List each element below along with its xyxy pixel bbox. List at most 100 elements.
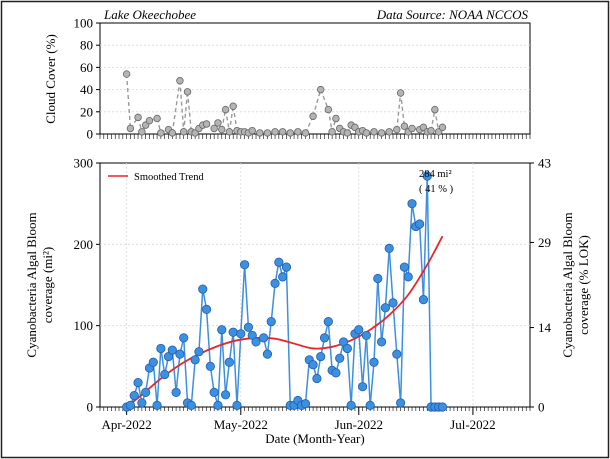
peak-annotation-area: 284 mi²	[419, 169, 452, 180]
cloud-point	[126, 124, 135, 133]
cloud-point	[408, 124, 416, 133]
bloom-series-segment	[361, 335, 368, 387]
bloom-panel: 0 100 200 300 0 14 29 43 Apr-2022 May-2022 Jun-2…	[24, 156, 591, 447]
cloud-point	[138, 128, 146, 136]
cloud-point	[431, 105, 439, 114]
bloom-y2-tick-label: 14	[538, 320, 552, 335]
bloom-x-ticks: Apr-2022 May-2022 Jun-2022 Jul-2022	[99, 407, 531, 432]
data-source-label: Data Source: NOAA NCCOS	[376, 7, 529, 22]
bloom-point	[418, 295, 429, 305]
bloom-series-segment	[426, 176, 432, 408]
cloud-y-tick-label: 20	[80, 104, 93, 119]
bloom-point	[160, 369, 170, 380]
bloom-point	[141, 387, 151, 397]
cloud-series-segment	[399, 92, 406, 127]
bloom-y2-axis-label-line1: Cyanobacteria Algal Bloom	[560, 212, 575, 357]
bloom-point	[213, 400, 223, 410]
bloom-point	[270, 278, 280, 288]
bloom-series-segment	[407, 203, 413, 277]
cloud-grid	[100, 44, 530, 113]
cloud-point	[400, 122, 409, 130]
bloom-series-segment	[221, 329, 227, 395]
cloud-point	[229, 102, 237, 110]
bloom-series-segment	[198, 289, 204, 352]
bloom-series-segment	[190, 359, 196, 406]
bloom-point	[240, 260, 250, 270]
bloom-point	[346, 400, 356, 410]
cloud-point	[263, 129, 272, 137]
cloud-series-segment	[125, 74, 132, 129]
bloom-series-segment	[156, 348, 162, 406]
bloom-point	[152, 400, 162, 410]
cloud-data-points	[122, 70, 447, 137]
cloud-series-segment	[396, 92, 402, 130]
bloom-point	[156, 343, 166, 354]
bloom-point	[232, 400, 242, 410]
bloom-series-segment	[182, 337, 189, 403]
cloud-x-minor-ticks	[99, 134, 531, 139]
bloom-series-segment	[418, 223, 425, 300]
bloom-point	[300, 399, 311, 409]
cloud-y-tick-label: 40	[80, 82, 93, 97]
bloom-point	[369, 357, 379, 367]
cloud-point	[248, 126, 256, 135]
bloom-series-segment	[373, 278, 379, 363]
bloom-x-axis-label: Date (Month-Year)	[265, 431, 364, 446]
bloom-point	[228, 327, 238, 337]
cloud-point	[134, 113, 142, 122]
cloud-point	[328, 128, 336, 136]
bloom-point	[403, 272, 413, 282]
cloud-point	[153, 114, 161, 123]
bloom-point	[201, 304, 212, 314]
bloom-y2-axis-label-group: Cyanobacteria Algal Bloom coverage (% LO…	[560, 212, 591, 357]
bloom-x-tick-label: Jul-2022	[450, 417, 496, 432]
bloom-point	[323, 316, 333, 327]
cloud-point	[278, 128, 287, 136]
bloom-y-tick-label: 200	[74, 237, 94, 252]
bloom-y-axis-label-group: Cyanobacteria Algal Bloom coverage (mi²)	[24, 212, 55, 357]
bloom-y2-ticks: 0 14 29 43	[530, 156, 552, 415]
cloud-series-segment	[232, 106, 238, 131]
bloom-point	[266, 316, 276, 327]
bloom-y-ticks: 0 100 200 300	[74, 156, 100, 415]
bloom-point	[243, 322, 254, 332]
bloom-series-segment	[388, 248, 394, 303]
bloom-point	[175, 349, 185, 359]
cloud-series-segment	[434, 109, 440, 132]
bloom-y2-tick-label: 43	[538, 156, 551, 171]
cloud-cover-panel: 0 20 40 60 80 100 Lake Okeechobee Data Source…	[43, 7, 531, 142]
bloom-grid	[100, 163, 530, 407]
bloom-point	[236, 329, 246, 339]
bloom-point	[335, 353, 345, 363]
bloom-y-tick-label: 100	[74, 318, 94, 333]
cloud-point	[286, 129, 294, 137]
bloom-point	[148, 357, 158, 367]
cloud-point	[214, 119, 222, 127]
bloom-series-segment	[377, 278, 383, 342]
bloom-series-segment	[358, 329, 364, 387]
bloom-point	[354, 325, 364, 335]
bloom-point	[129, 391, 139, 401]
bloom-y-tick-label: 0	[87, 400, 94, 415]
bloom-point	[186, 400, 196, 410]
bloom-x-tick-label: Jun-2022	[335, 417, 383, 432]
cloud-point	[317, 85, 325, 94]
bloom-point	[217, 325, 227, 335]
cloud-point	[256, 129, 264, 137]
cloud-y-tick-label: 0	[87, 127, 94, 142]
bloom-series-segment	[175, 354, 181, 393]
cloud-point	[332, 114, 340, 123]
cloud-point	[370, 128, 378, 136]
cloud-point	[393, 125, 401, 134]
bloom-point	[392, 349, 402, 359]
bloom-point	[384, 243, 394, 253]
peak-annotation-percent: ( 41 % )	[419, 184, 454, 195]
cloud-series-segment	[228, 106, 234, 132]
bloom-point	[278, 272, 288, 282]
cloud-point	[221, 105, 230, 114]
bloom-y-axis-label-line1: Cyanobacteria Algal Bloom	[24, 212, 39, 357]
bloom-point	[281, 262, 292, 272]
bloom-point	[224, 357, 234, 367]
bloom-series-segment	[327, 321, 333, 371]
